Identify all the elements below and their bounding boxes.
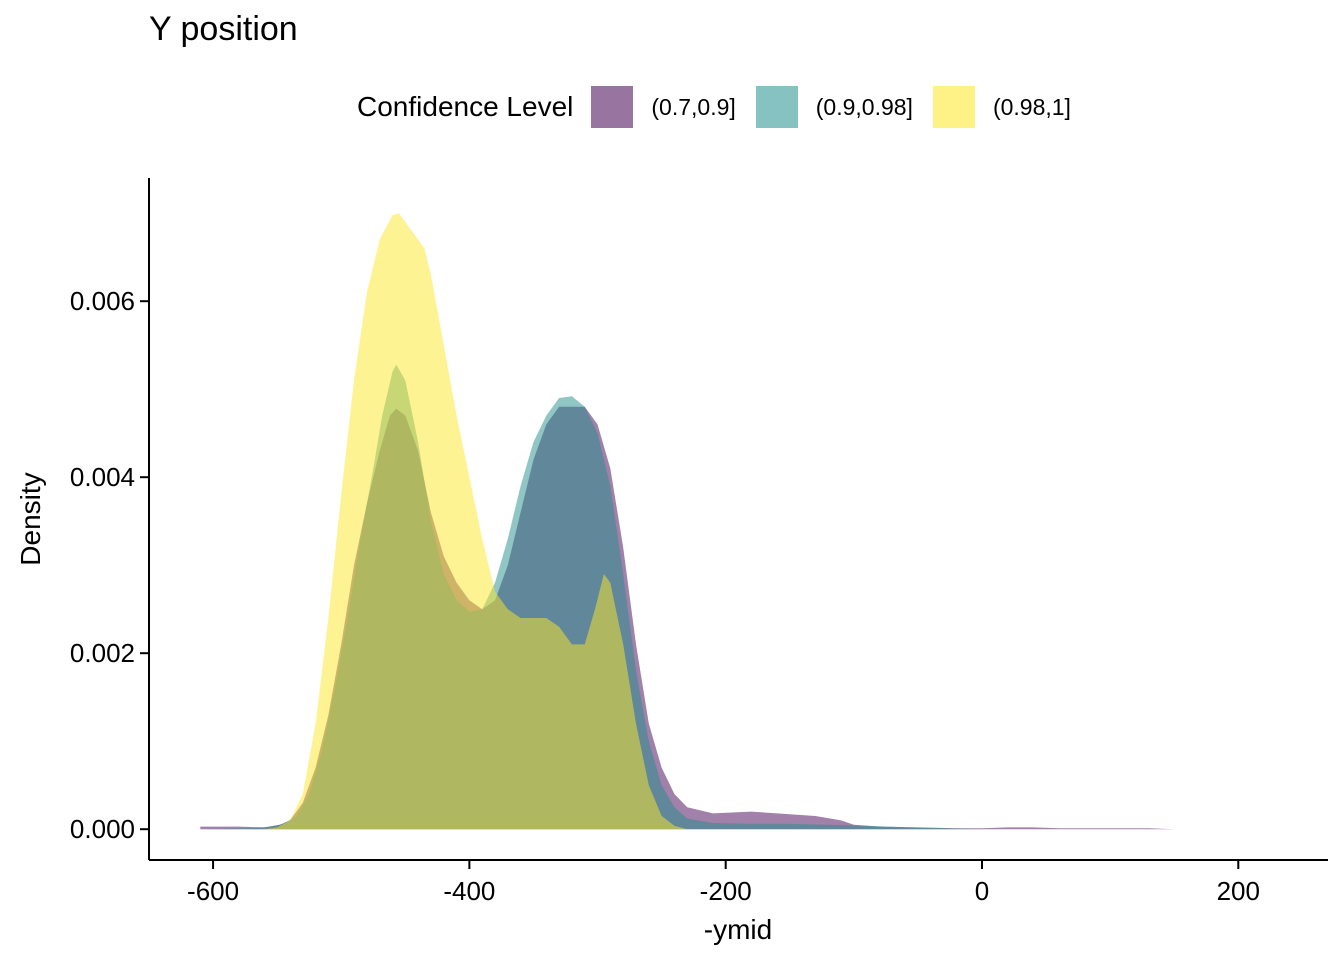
y-tick-label: 0.000 [70,814,135,844]
legend-label-3: (0.98,1] [992,93,1071,120]
legend-key-3 [932,86,975,128]
y-tick-label: 0.002 [70,638,135,668]
x-axis-title: -ymid [704,914,772,945]
x-tick-label: 0 [975,876,989,906]
axes [148,178,1328,861]
y-axis-title: Density [15,472,46,565]
y-axis-ticks: 0.000 0.002 0.004 0.006 [70,286,149,844]
legend-label-2: (0.9,0.98] [815,93,913,120]
legend-title: Confidence Level [357,91,574,122]
y-tick-label: 0.006 [70,286,135,316]
density-areas [200,213,1277,830]
legend: Confidence Level (0.7,0.9] (0.9,0.98] (0… [357,84,1091,130]
density-area-3 [264,213,688,830]
y-tick-label: 0.004 [70,462,135,492]
legend-key-2 [755,86,798,128]
x-axis-ticks: -600 -400 -200 0 200 [187,860,1260,906]
legend-item-1: (0.7,0.9] [591,86,736,128]
legend-key-1 [591,86,634,128]
x-tick-label: -600 [187,876,239,906]
legend-item-2: (0.9,0.98] [755,86,913,128]
x-tick-label: 200 [1217,876,1260,906]
legend-item-3: (0.98,1] [932,86,1071,128]
legend-label-1: (0.7,0.9] [651,93,736,120]
x-tick-label: -200 [700,876,752,906]
x-tick-label: -400 [443,876,495,906]
chart-title: Y position [149,10,298,48]
